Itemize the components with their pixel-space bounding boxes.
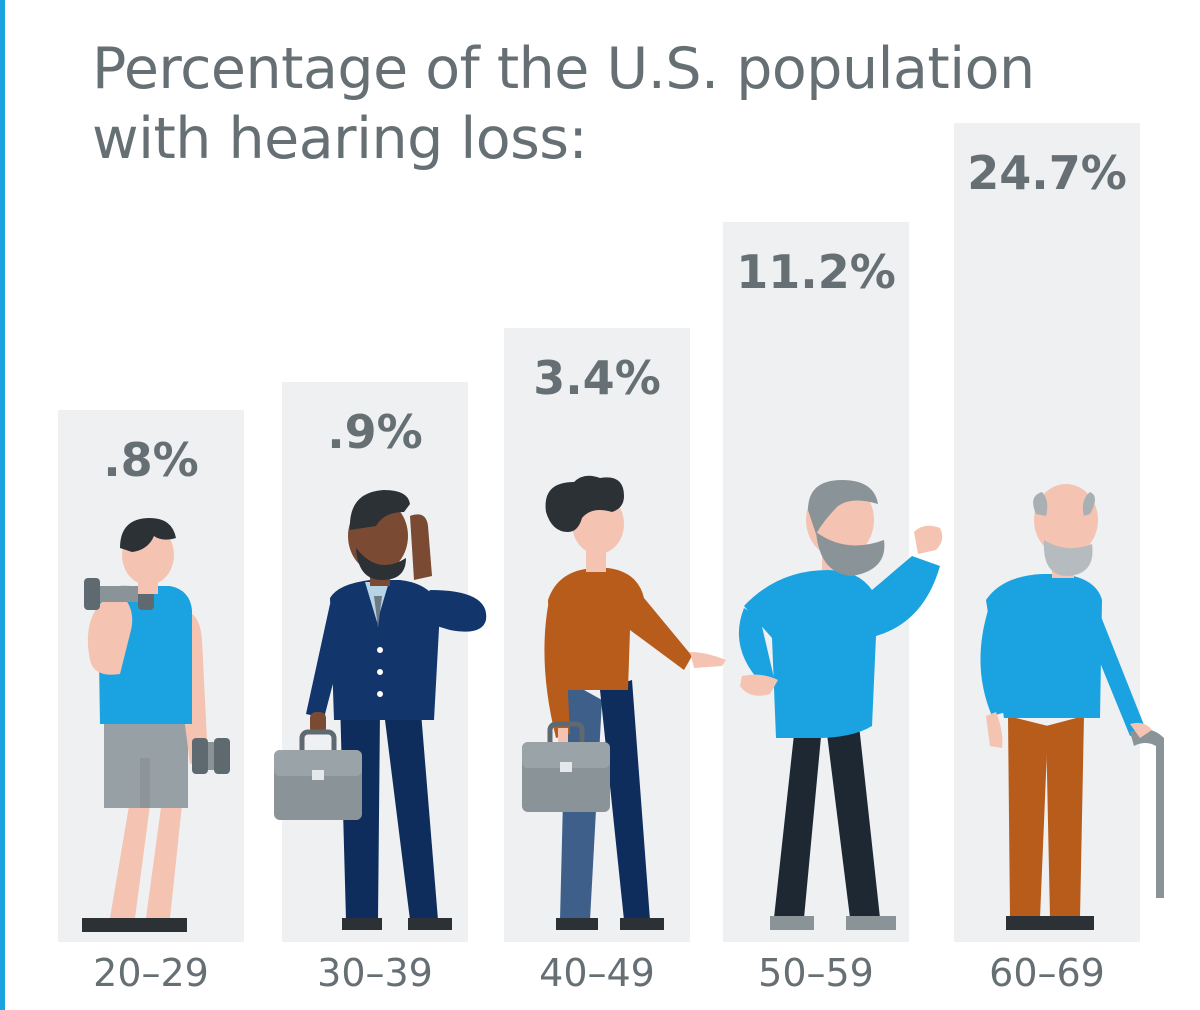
bar-value-label: 11.2% [736, 245, 896, 299]
category-label: 20–29 [93, 951, 209, 995]
labels-layer: .8% 20–29 .9% 30–39 3.4% 40–49 11.2% 50–59 24.7%… [93, 146, 1127, 995]
chart-title: Percentage of the U.S. population with h… [92, 34, 1152, 174]
person-with-dumbbells-icon [82, 518, 230, 932]
young-man-with-briefcase-icon [522, 475, 726, 930]
category-label: 60–69 [989, 951, 1105, 995]
bar-value-label: .9% [327, 405, 423, 459]
chart-title-line-2: with hearing loss: [92, 106, 588, 172]
elderly-man-with-cane-icon [980, 484, 1164, 930]
bar-value-label: 24.7% [967, 146, 1127, 200]
bar-value-label: 3.4% [533, 351, 661, 405]
category-label: 40–49 [539, 951, 655, 995]
accent-line [0, 0, 5, 1010]
bar-value-label: .8% [103, 433, 199, 487]
people-layer [82, 475, 1164, 932]
category-label: 30–39 [317, 951, 433, 995]
bearded-man-icon [738, 480, 943, 930]
chart-title-line-1: Percentage of the U.S. population [92, 36, 1035, 102]
businessman-on-phone-icon [274, 490, 487, 930]
category-label: 50–59 [758, 951, 874, 995]
